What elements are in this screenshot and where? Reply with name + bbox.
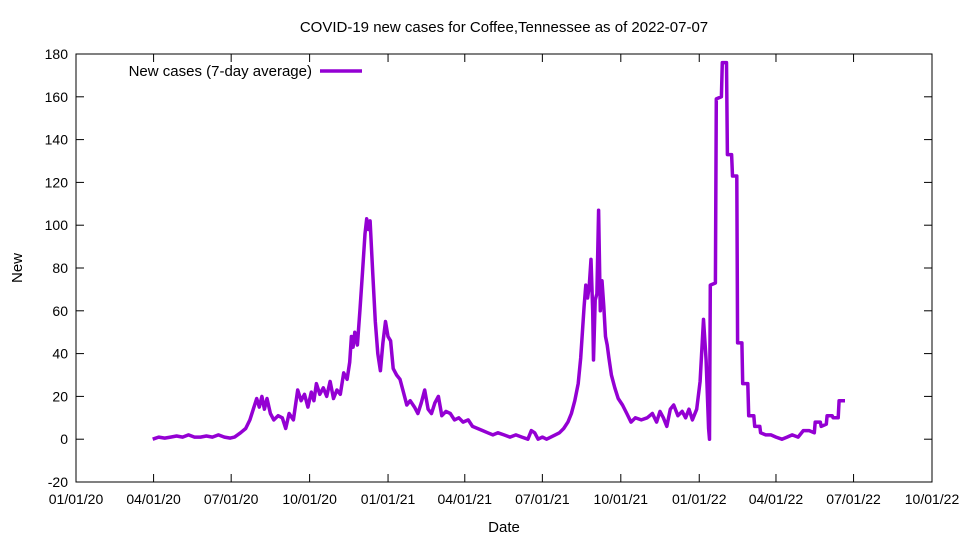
y-tick-label: 60 (52, 303, 68, 319)
x-tick-label: 04/01/21 (438, 491, 493, 507)
x-tick-label: 10/01/21 (594, 491, 649, 507)
x-tick-label: 01/01/21 (361, 491, 416, 507)
plot-frame (75, 53, 933, 483)
x-axis-title: Date (488, 519, 520, 536)
x-tick-label: 07/01/21 (515, 491, 570, 507)
x-tick-label: 10/01/22 (905, 491, 960, 507)
series-layer (152, 60, 845, 441)
chart-title: COVID-19 new cases for Coffee,Tennessee … (300, 19, 708, 36)
x-tick-label: 01/01/20 (49, 491, 104, 507)
y-tick-label: 100 (45, 217, 69, 233)
y-tick-label: 80 (52, 260, 68, 276)
x-tick-label: 04/01/20 (126, 491, 181, 507)
y-tick-label: 0 (60, 431, 68, 447)
y-tick-label: 40 (52, 346, 68, 362)
y-tick-label: 120 (45, 174, 69, 190)
y-tick-label: 180 (45, 46, 69, 62)
x-tick-label: 10/01/20 (282, 491, 337, 507)
x-axis: 01/01/20 04/01/20 07/01/20 10/01/20 01/01/21… (49, 54, 960, 507)
x-tick-label: 04/01/22 (749, 491, 804, 507)
y-tick-label: 20 (52, 388, 68, 404)
y-axis-title: New (9, 253, 26, 283)
x-tick-label: 07/01/22 (826, 491, 881, 507)
series-line (152, 60, 845, 441)
x-tick-label: 07/01/20 (204, 491, 259, 507)
x-tick-label: 01/01/22 (672, 491, 727, 507)
legend-label: New cases (7-day average) (129, 63, 312, 80)
y-tick-label: 160 (45, 89, 69, 105)
y-axis: -20 0 20 40 60 80 100 120 140 160 180 (45, 46, 932, 490)
legend: New cases (7-day average) (129, 63, 362, 80)
y-tick-label: 140 (45, 132, 69, 148)
y-tick-label: -20 (48, 474, 68, 490)
